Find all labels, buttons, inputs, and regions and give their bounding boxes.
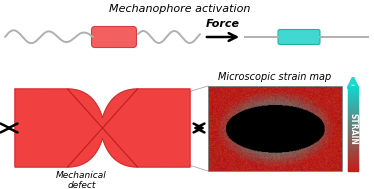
Bar (208, 86, 342, 171)
Polygon shape (15, 89, 190, 167)
Text: Force: Force (206, 19, 240, 29)
Text: Mechanical
defect: Mechanical defect (56, 171, 107, 189)
FancyBboxPatch shape (278, 29, 320, 44)
FancyBboxPatch shape (92, 26, 137, 47)
Text: STRAIN: STRAIN (349, 113, 358, 144)
Text: Microscopic strain map: Microscopic strain map (218, 72, 332, 82)
Text: Mechanophore activation: Mechanophore activation (109, 4, 250, 14)
